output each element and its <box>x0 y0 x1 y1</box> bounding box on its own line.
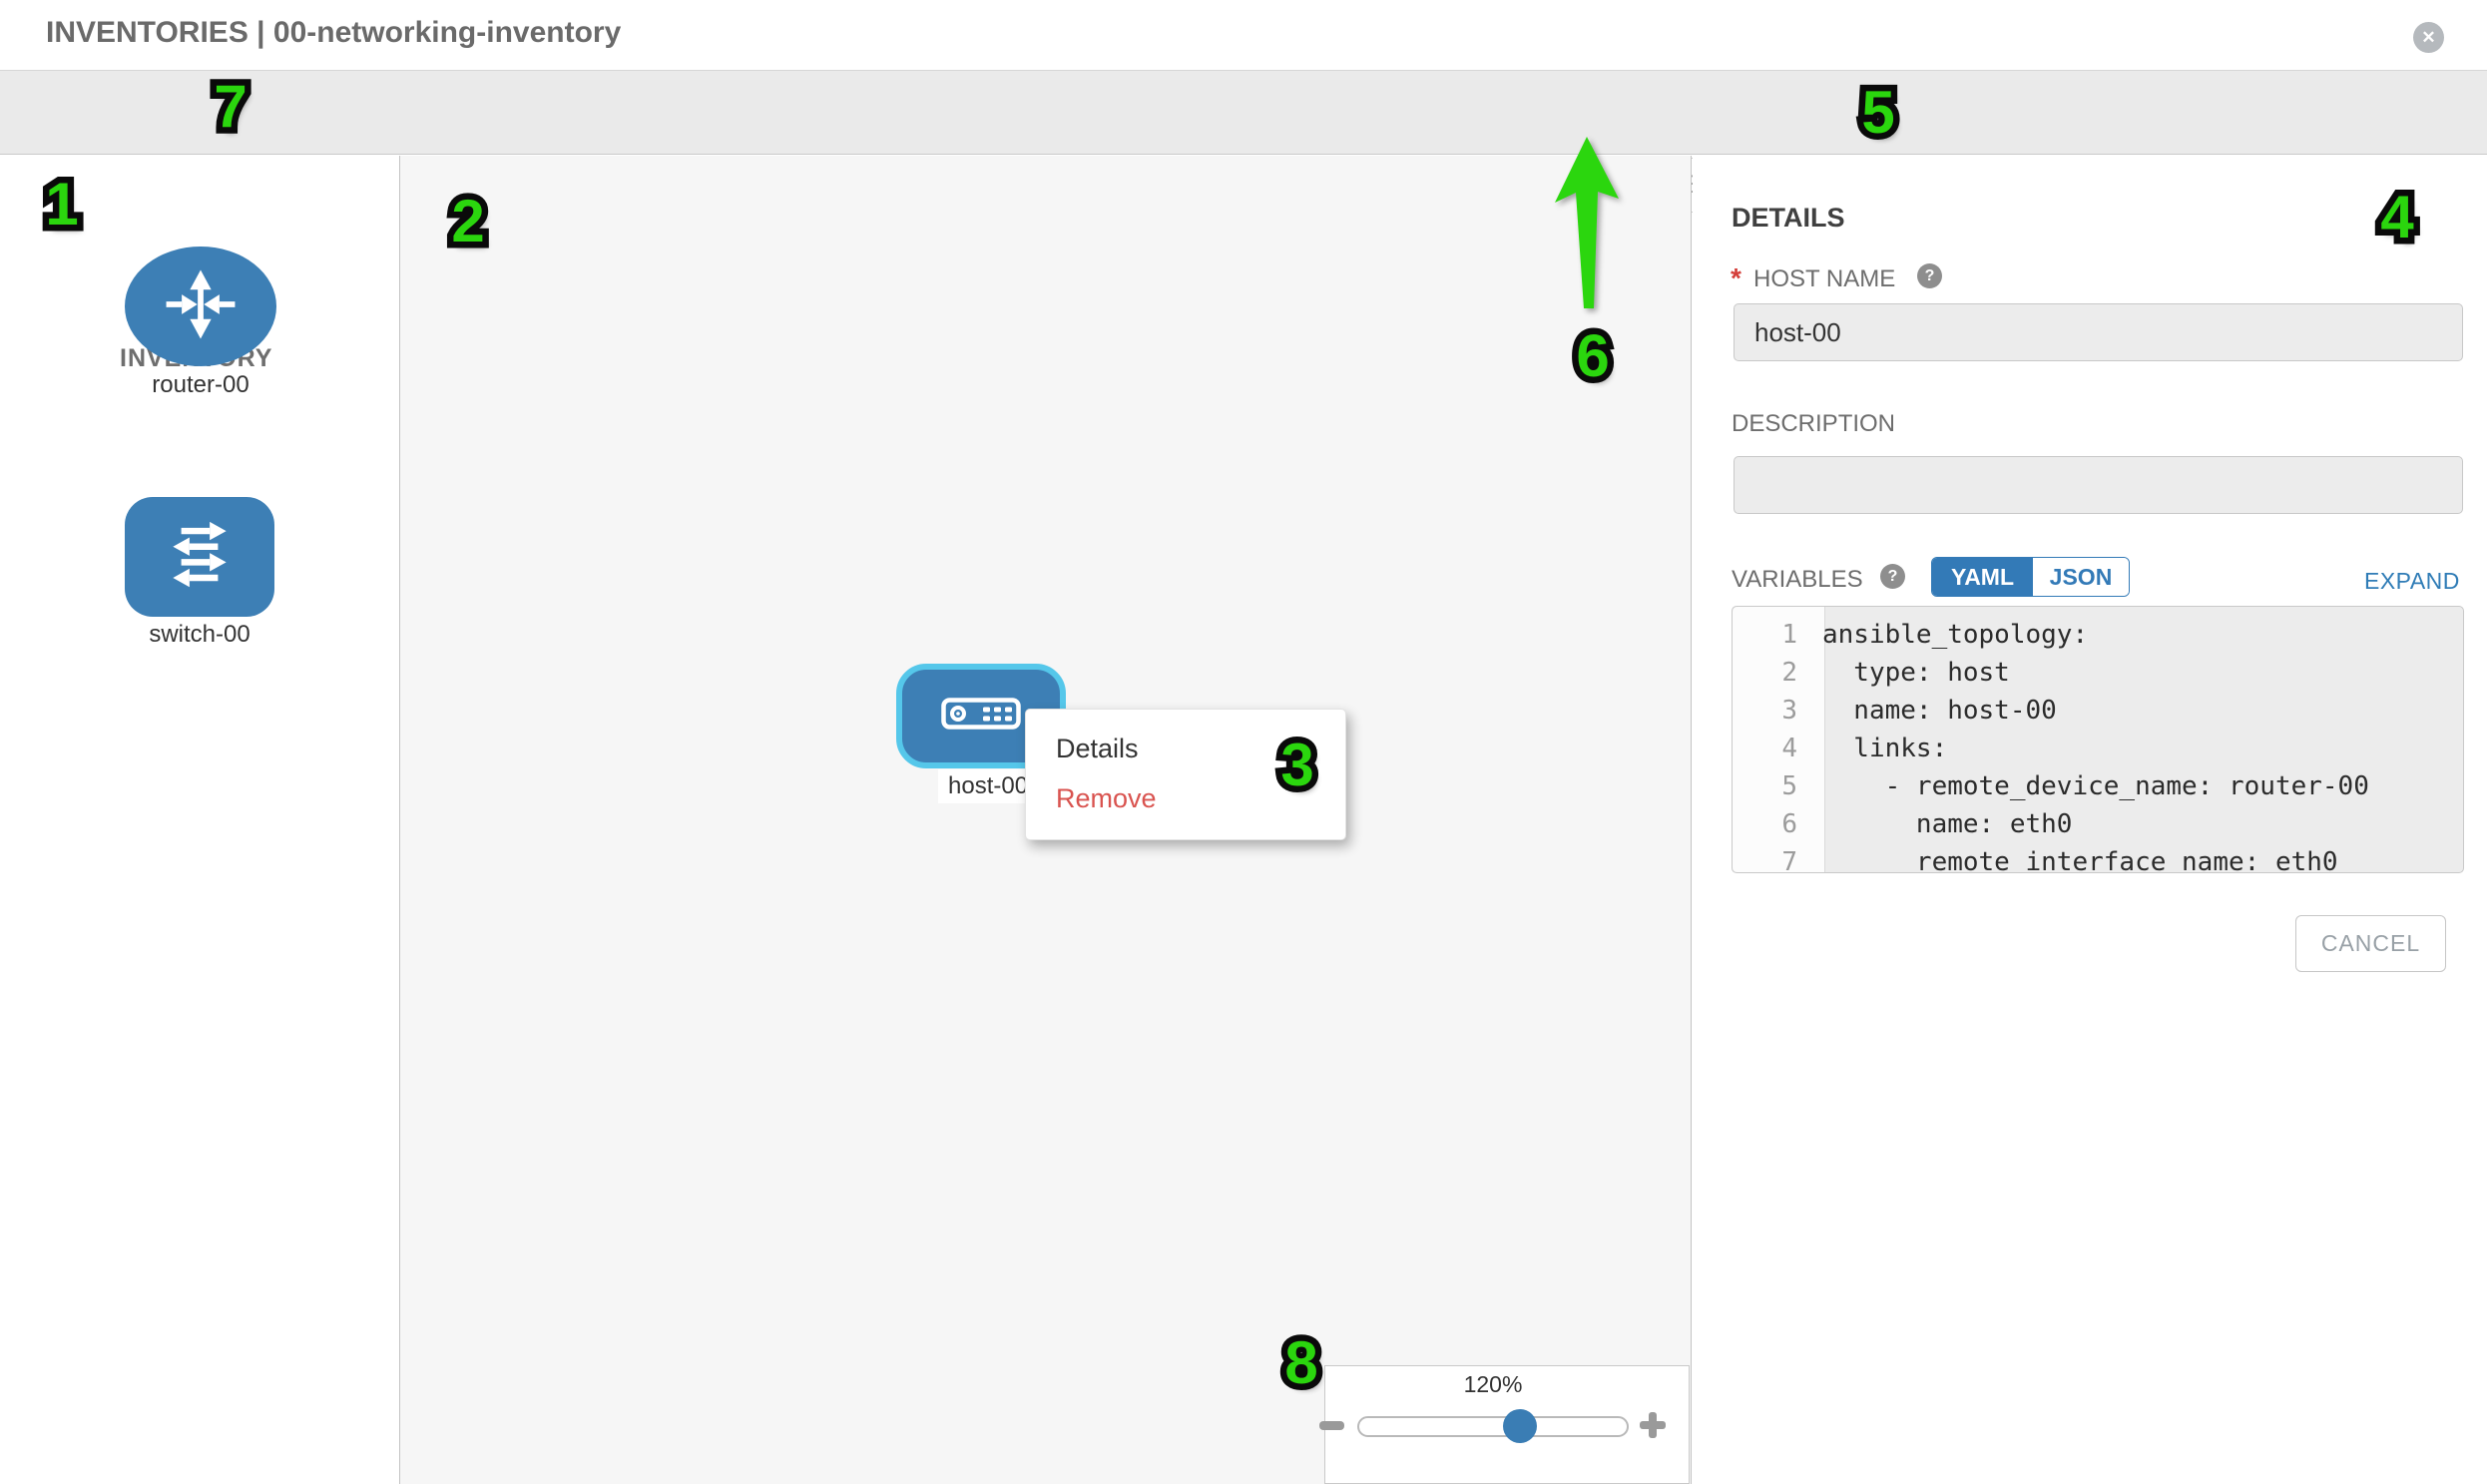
code-editor-gutter <box>1733 607 1825 872</box>
variables-format-toggle: YAML JSON <box>1931 557 2130 597</box>
host-name-help-icon[interactable]: ? <box>1917 263 1942 288</box>
zoom-in-icon <box>1649 1412 1657 1438</box>
variables-label: VARIABLES <box>1732 566 1863 593</box>
breadcrumb: INVENTORIES | 00-networking-inventory <box>46 16 622 49</box>
context-menu-item-remove[interactable]: Remove <box>1056 782 1157 813</box>
close-button[interactable]: ✕ <box>2413 22 2444 53</box>
router-icon <box>149 263 252 350</box>
code-line: 6 name: eth0 <box>1781 809 2073 839</box>
zoom-level-value: 120% <box>1463 1371 1523 1397</box>
zoom-out-button[interactable] <box>1319 1421 1344 1430</box>
json-toggle-button[interactable]: JSON <box>2033 558 2129 596</box>
zoom-in-button[interactable] <box>1635 1407 1671 1443</box>
page-header: INVENTORIES | 00-networking-inventory ✕ <box>0 0 2487 70</box>
palette-device-router[interactable] <box>125 247 276 366</box>
close-icon: ✕ <box>2421 27 2436 47</box>
code-editor-lines: 1 ansible_topology: 2 type: host 3 name: … <box>1733 616 2463 873</box>
palette-device-switch[interactable] <box>125 497 274 617</box>
palette-device-switch-label: switch-00 <box>149 621 250 648</box>
expand-link[interactable]: EXPAND <box>2364 568 2460 594</box>
description-label: DESCRIPTION <box>1732 410 1896 437</box>
required-asterisk: * <box>1731 262 1741 293</box>
code-line: 7 remote_interface_name: eth0 <box>1781 847 2338 873</box>
variables-code-editor[interactable]: 1 ansible_topology: 2 type: host 3 name: … <box>1732 606 2464 873</box>
canvas-node-host-label: host-00 <box>938 769 1039 803</box>
code-line: 2 type: host <box>1781 658 2010 688</box>
host-icon <box>941 698 1021 735</box>
zoom-slider-track[interactable] <box>1357 1416 1629 1437</box>
code-line: 1 ansible_topology: <box>1781 620 2089 650</box>
code-line: 3 name: host-00 <box>1781 696 2057 726</box>
yaml-toggle-button[interactable]: YAML <box>1932 558 2033 596</box>
node-context-menu: Details Remove <box>1025 709 1346 840</box>
description-input[interactable] <box>1734 456 2463 514</box>
host-name-input[interactable] <box>1734 303 2463 361</box>
host-name-label: HOST NAME <box>1753 265 1896 292</box>
toolbar: ACTIONS SEARCH <box>0 70 2487 213</box>
context-menu-item-details[interactable]: Details <box>1056 733 1139 763</box>
cancel-button[interactable]: CANCEL <box>2295 915 2446 972</box>
details-panel-title: DETAILS <box>1732 203 1845 233</box>
zoom-slider-thumb[interactable] <box>1503 1409 1537 1443</box>
code-line: 5 - remote_device_name: router-00 <box>1781 771 2369 801</box>
palette-device-router-label: router-00 <box>152 371 249 398</box>
switch-icon <box>152 509 248 606</box>
question-icon: ? <box>1887 567 1898 585</box>
code-line: 4 links: <box>1781 734 1948 763</box>
inventory-sidebar: INVENTORY <box>0 156 400 1484</box>
variables-help-icon[interactable]: ? <box>1880 564 1905 589</box>
question-icon: ? <box>1924 266 1935 284</box>
